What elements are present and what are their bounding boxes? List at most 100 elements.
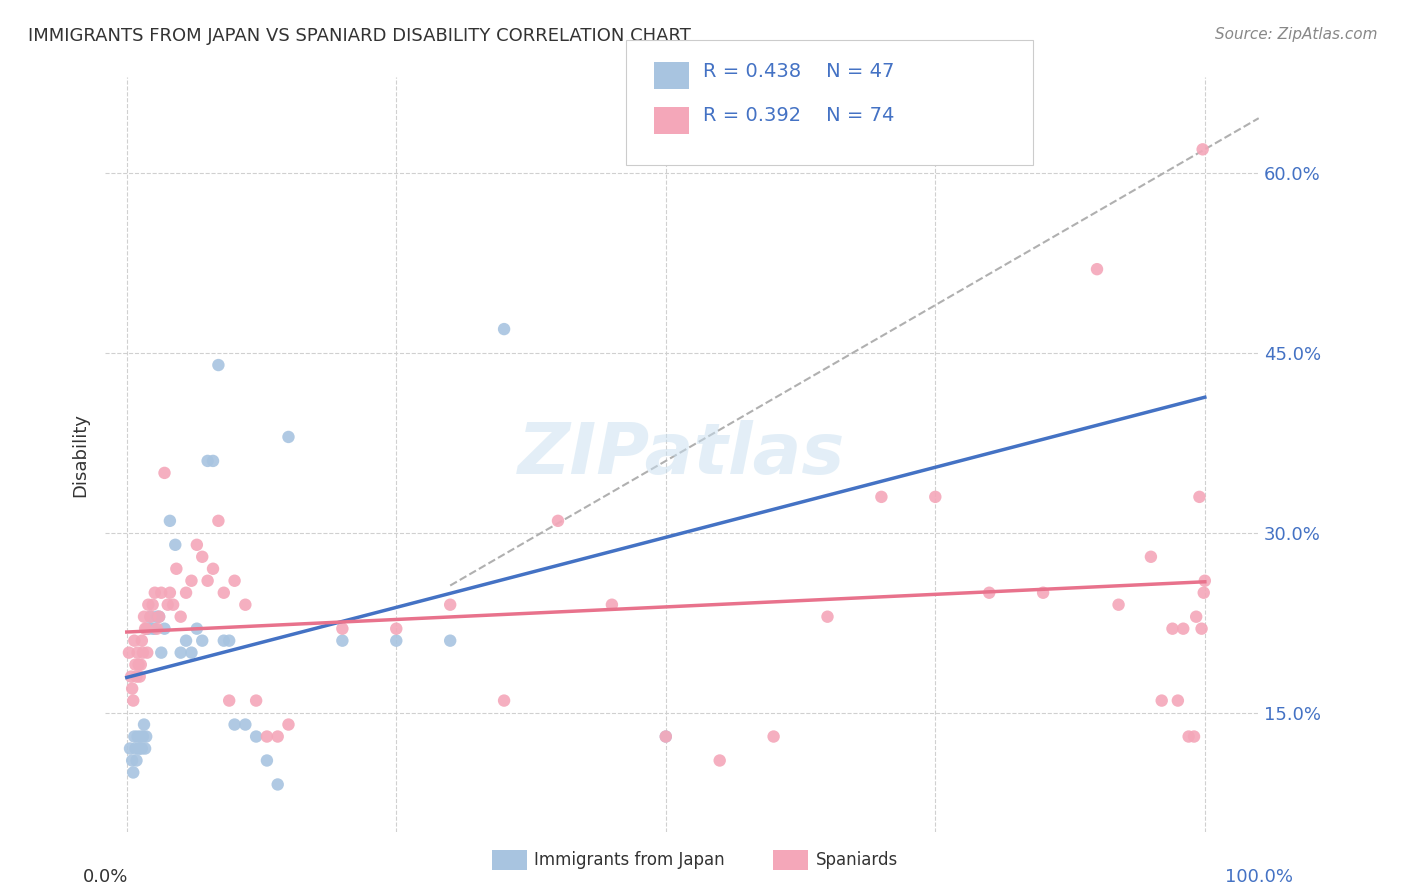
Text: ZIPatlas: ZIPatlas	[519, 420, 845, 490]
Text: 100.0%: 100.0%	[1225, 868, 1292, 886]
Point	[1150, 693, 1173, 707]
Point	[277, 430, 299, 444]
Point	[186, 622, 208, 636]
Point	[202, 454, 225, 468]
Point	[150, 585, 173, 599]
Point	[124, 741, 146, 756]
Point	[202, 562, 225, 576]
Point	[132, 609, 155, 624]
Point	[134, 741, 156, 756]
Point	[134, 622, 156, 636]
Point	[124, 633, 146, 648]
Point	[170, 609, 193, 624]
Point	[153, 466, 176, 480]
Point	[135, 730, 157, 744]
Point	[146, 609, 169, 624]
Point	[1108, 598, 1130, 612]
Point	[224, 574, 246, 588]
Point	[1085, 262, 1108, 277]
Point	[207, 358, 229, 372]
Point	[870, 490, 893, 504]
Point	[655, 730, 678, 744]
Point	[1177, 730, 1199, 744]
Point	[277, 717, 299, 731]
Point	[1161, 622, 1184, 636]
Point	[174, 633, 197, 648]
Point	[142, 622, 165, 636]
Point	[128, 670, 150, 684]
Point	[267, 777, 290, 791]
Point	[186, 538, 208, 552]
Point	[128, 741, 150, 756]
Point	[547, 514, 569, 528]
Point	[143, 585, 166, 599]
Point	[332, 633, 354, 648]
Point	[494, 322, 516, 336]
Point	[138, 622, 160, 636]
Point	[127, 730, 149, 744]
Point	[165, 562, 187, 576]
Point	[191, 549, 214, 564]
Point	[139, 609, 162, 624]
Point	[600, 598, 623, 612]
Point	[136, 622, 159, 636]
Point	[132, 717, 155, 731]
Text: Immigrants from Japan: Immigrants from Japan	[534, 851, 725, 869]
Point	[121, 754, 143, 768]
Point	[138, 598, 160, 612]
Point	[1191, 142, 1213, 156]
Point	[1185, 609, 1208, 624]
Point	[817, 609, 839, 624]
Point	[174, 585, 197, 599]
Point	[197, 454, 219, 468]
Point	[212, 585, 235, 599]
Point	[156, 598, 179, 612]
Point	[709, 754, 731, 768]
Point	[224, 717, 246, 731]
Point	[235, 598, 257, 612]
Point	[235, 717, 257, 731]
Point	[332, 622, 354, 636]
Point	[1173, 622, 1195, 636]
Point	[979, 585, 1001, 599]
Point	[212, 633, 235, 648]
Point	[245, 730, 267, 744]
Point	[180, 574, 202, 588]
Point	[129, 730, 152, 744]
Y-axis label: Disability: Disability	[72, 413, 89, 497]
Point	[124, 730, 146, 744]
Point	[1182, 730, 1205, 744]
Point	[118, 741, 141, 756]
Point	[128, 657, 150, 672]
Point	[655, 730, 678, 744]
Point	[1140, 549, 1163, 564]
Point	[159, 514, 181, 528]
Point	[121, 681, 143, 696]
Point	[125, 754, 148, 768]
Text: IMMIGRANTS FROM JAPAN VS SPANIARD DISABILITY CORRELATION CHART: IMMIGRANTS FROM JAPAN VS SPANIARD DISABI…	[28, 27, 690, 45]
Point	[162, 598, 184, 612]
Point	[150, 646, 173, 660]
Point	[148, 609, 170, 624]
Point	[165, 538, 187, 552]
Point	[1191, 622, 1213, 636]
Point	[127, 646, 149, 660]
Point	[762, 730, 785, 744]
Point	[385, 622, 408, 636]
Point	[197, 574, 219, 588]
Point	[924, 490, 946, 504]
Point	[122, 693, 145, 707]
Point	[256, 754, 278, 768]
Point	[142, 598, 165, 612]
Point	[385, 633, 408, 648]
Point	[1032, 585, 1054, 599]
Point	[159, 585, 181, 599]
Text: Spaniards: Spaniards	[815, 851, 897, 869]
Point	[153, 622, 176, 636]
Text: 0.0%: 0.0%	[83, 868, 128, 886]
Point	[1194, 574, 1216, 588]
Point	[256, 730, 278, 744]
Point	[170, 646, 193, 660]
Point	[207, 514, 229, 528]
Point	[146, 622, 169, 636]
